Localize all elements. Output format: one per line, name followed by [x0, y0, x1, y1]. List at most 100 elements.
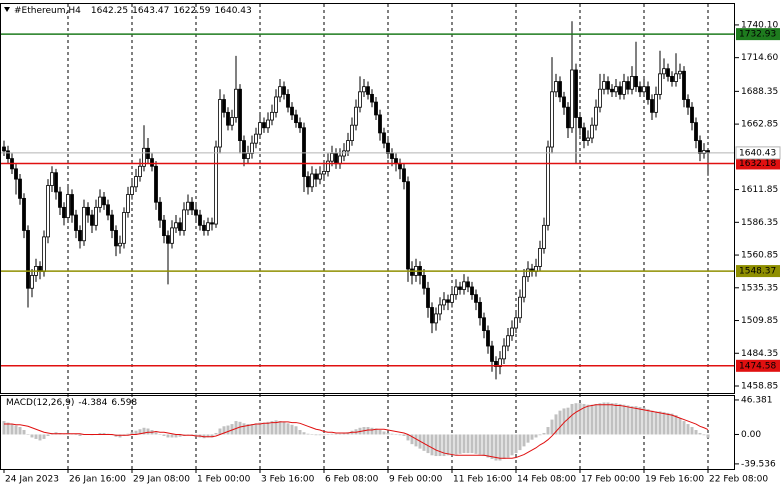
- candle-body: [390, 153, 394, 159]
- macd-bar: [142, 427, 146, 435]
- candle-body: [438, 304, 442, 315]
- candle-body: [470, 286, 474, 296]
- candle-body: [170, 227, 174, 244]
- macd-bar: [626, 405, 630, 435]
- candle-body: [374, 101, 378, 116]
- candle-body: [206, 222, 210, 231]
- macd-bar: [462, 434, 466, 454]
- candle-body: [158, 201, 162, 221]
- y-tick-label: 1458.85: [741, 382, 778, 392]
- candle-body: [242, 140, 246, 159]
- macd-bar: [234, 421, 238, 435]
- candle-body: [670, 76, 674, 82]
- candle-body: [74, 214, 78, 231]
- candle-body: [354, 106, 358, 126]
- candle-body: [50, 172, 54, 186]
- macd-bar: [38, 434, 42, 441]
- candle-body: [350, 124, 354, 141]
- macd-bar: [314, 434, 318, 436]
- candle-body: [578, 117, 582, 129]
- candle-body: [98, 196, 102, 208]
- candle-body: [486, 330, 490, 347]
- header-value: 1643.47: [132, 6, 169, 16]
- candle-body: [550, 91, 554, 148]
- macd-bar: [642, 407, 646, 435]
- macd-bar: [42, 434, 46, 439]
- y-tick-label: 1484.35: [741, 349, 778, 359]
- candle-body: [462, 281, 466, 290]
- candle-body: [318, 173, 322, 180]
- y-tick-label: 46.381: [741, 395, 773, 405]
- macd-bar: [222, 426, 226, 435]
- macd-bar: [26, 434, 30, 435]
- macd-bar: [78, 434, 82, 436]
- macd-bar: [258, 422, 262, 435]
- candle-body: [410, 268, 414, 276]
- macd-bar: [318, 434, 322, 436]
- candle-body: [602, 81, 606, 90]
- candle-body: [222, 99, 226, 113]
- candle-body: [514, 317, 518, 329]
- y-tick-label: 0.00: [741, 430, 761, 440]
- macd-bar: [678, 418, 682, 435]
- candle-body: [214, 146, 218, 225]
- candle-body: [566, 106, 570, 129]
- macd-bar: [410, 434, 414, 445]
- macd-bar: [154, 432, 158, 435]
- macd-bar: [662, 412, 666, 435]
- candle-body: [150, 158, 154, 167]
- macd-bar: [430, 434, 434, 456]
- macd-bar: [310, 434, 314, 435]
- candle-body: [90, 214, 94, 226]
- macd-bar: [330, 433, 334, 435]
- candle-body: [406, 181, 410, 270]
- candle-body: [278, 86, 282, 98]
- candle-body: [526, 268, 530, 278]
- header-value: 1622.59: [173, 6, 210, 16]
- candle-body: [466, 281, 470, 288]
- macd-bar: [470, 434, 474, 454]
- level-label-box: [736, 28, 780, 41]
- y-tick-label: 1560.85: [741, 251, 778, 261]
- macd-bar: [326, 434, 330, 435]
- macd-bar: [126, 433, 130, 435]
- candle-body: [574, 69, 578, 118]
- macd-bar: [370, 427, 374, 435]
- macd-bar: [594, 403, 598, 435]
- x-tick-label: 22 Feb 08:00: [709, 475, 768, 485]
- candle-body: [586, 137, 590, 141]
- candle-body: [642, 86, 646, 93]
- candle-body: [598, 88, 602, 108]
- chart-header: #Ethereum,H4 1642.25 1643.47 1622.59 1640.43: [14, 6, 252, 16]
- macd-bar: [46, 434, 50, 436]
- candle-body: [106, 204, 110, 216]
- y-tick-label: 1611.85: [741, 185, 778, 195]
- candle-body: [66, 194, 70, 219]
- macd-bar: [554, 414, 558, 435]
- plot-layer: [1, 4, 739, 473]
- macd-bar: [242, 423, 246, 435]
- candle-body: [402, 168, 406, 183]
- macd-bar: [586, 404, 590, 435]
- candle-body: [358, 91, 362, 108]
- header-value: 1640.43: [215, 6, 252, 16]
- macd-bar: [590, 404, 594, 435]
- candle-body: [126, 194, 130, 213]
- candle-body: [250, 142, 254, 154]
- candle-body: [114, 230, 118, 247]
- candle-body: [26, 230, 30, 289]
- candle-body: [686, 99, 690, 108]
- macd-bar: [454, 434, 458, 455]
- candle-body: [70, 194, 74, 216]
- macd-bar: [658, 411, 662, 435]
- candle-body: [182, 209, 186, 231]
- candle-body: [450, 294, 454, 303]
- candle-body: [230, 117, 234, 126]
- macd-bar: [646, 409, 650, 435]
- x-tick-label: 1 Feb 00:00: [197, 475, 251, 485]
- macd-bar: [338, 433, 342, 435]
- candle-body: [622, 81, 626, 95]
- candle-body: [502, 345, 506, 360]
- candle-body: [210, 222, 214, 225]
